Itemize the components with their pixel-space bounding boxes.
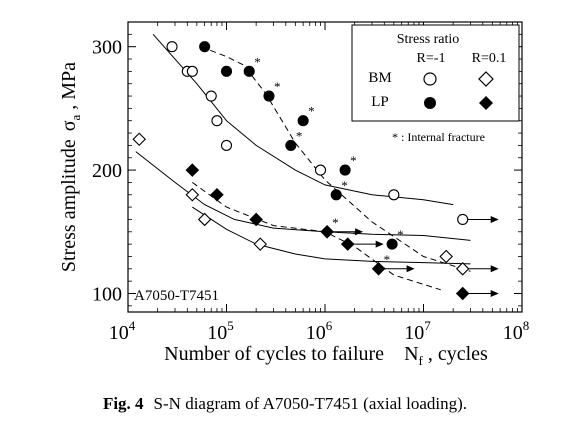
- x-axis-title-unit: , cycles: [423, 343, 488, 365]
- runout-arrow-head: [375, 240, 384, 248]
- x-tick-label: 106: [306, 318, 333, 344]
- data-point-circle: [199, 41, 211, 53]
- runout-arrow-head: [490, 265, 499, 273]
- data-point-diamond: [132, 132, 147, 147]
- data-point-circle: [220, 65, 233, 77]
- data-point-circle: [330, 189, 342, 201]
- legend-row-lp: LP: [371, 94, 389, 110]
- data-point-diamond: [185, 163, 200, 177]
- legend-marker-lp-r-0-1: [479, 96, 493, 110]
- y-axis-title-main: Stress amplitude: [58, 139, 80, 272]
- sn-fit-curve: [135, 151, 471, 241]
- internal-fracture-mark: *: [296, 128, 303, 143]
- runout-arrow-head: [406, 265, 415, 273]
- internal-fracture-mark: *: [384, 252, 391, 267]
- data-point-circle: [297, 115, 309, 127]
- y-axis-title: Stress amplitude σa , MPa: [58, 62, 83, 272]
- runout-arrow-head: [490, 215, 499, 223]
- data-point-circle: [285, 139, 297, 151]
- data-point-circle: [457, 213, 469, 225]
- internal-fracture-mark: *: [308, 104, 315, 119]
- data-point-diamond: [455, 262, 470, 276]
- runout-arrow-head: [490, 289, 499, 297]
- axis-ticks: 104 105 106 107 108 100 200 300: [92, 22, 529, 344]
- data-point-diamond: [210, 187, 224, 202]
- y-axis-title-symbol: σ: [58, 120, 80, 131]
- internal-fracture-mark: *: [332, 215, 339, 230]
- data-point-diamond: [253, 237, 268, 251]
- x-tick-label: 107: [404, 318, 431, 344]
- data-point-circle: [205, 90, 217, 102]
- y-tick-label: 200: [92, 160, 122, 182]
- data-point-circle: [314, 164, 327, 176]
- data-point-diamond: [439, 249, 453, 264]
- legend-marker-bm-r-0-1: [478, 71, 494, 87]
- x-axis-title-symbol: N: [404, 343, 418, 365]
- legend: Stress ratio R=-1 R=0.1 BM LP: [351, 24, 520, 122]
- figure-caption-text: S-N diagram of A7050-T7451 (axial loadin…: [153, 394, 468, 413]
- internal-fracture-mark: *: [397, 227, 404, 242]
- figure-number: Fig. 4: [102, 394, 144, 413]
- legend-marker-bm-r-minus1: [423, 72, 437, 86]
- x-tick-label: 105: [207, 318, 234, 344]
- data-point-diamond: [371, 262, 386, 276]
- internal-fracture-mark: *: [353, 227, 360, 242]
- data-point-circle: [186, 65, 198, 77]
- data-point-circle: [339, 164, 351, 176]
- x-tick-label: 108: [503, 318, 530, 344]
- data-point-diamond: [340, 237, 355, 251]
- data-point-circle: [166, 41, 178, 53]
- data-point-diamond: [197, 212, 212, 227]
- internal-fracture-mark: *: [274, 79, 281, 94]
- data-point-diamond: [185, 187, 200, 202]
- data-point-circle: [386, 238, 398, 250]
- legend-col-r-minus1: R=-1: [417, 51, 446, 66]
- internal-fracture-note: * : Internal fracture: [392, 130, 485, 144]
- data-point-diamond: [249, 212, 263, 227]
- sn-fit-curve: [192, 206, 471, 265]
- x-tick-label: 104: [109, 318, 136, 344]
- data-points: **********: [132, 41, 499, 301]
- x-axis-title: Number of cycles to failure Nf , cycles: [164, 343, 488, 368]
- x-axis-title-main: Number of cycles to failure: [164, 343, 384, 365]
- data-point-diamond: [455, 286, 470, 301]
- y-tick-label: 100: [92, 283, 122, 305]
- data-point-circle: [211, 115, 223, 127]
- legend-marker-lp-r-minus1: [424, 97, 436, 109]
- x-axis-title-subscript: f: [419, 353, 424, 368]
- figure-caption: Fig. 4 S-N diagram of A7050-T7451 (axial …: [0, 394, 570, 414]
- data-point-circle: [243, 65, 255, 77]
- y-axis-title-unit: , MPa: [58, 62, 80, 115]
- internal-fracture-mark: *: [254, 54, 261, 69]
- legend-title: Stress ratio: [397, 32, 460, 47]
- data-point-diamond: [320, 225, 334, 239]
- legend-row-bm: BM: [368, 70, 391, 86]
- data-point-circle: [220, 139, 233, 151]
- legend-col-r-0-1: R=0.1: [472, 51, 507, 66]
- material-label: A7050-T7451: [134, 288, 219, 304]
- y-axis-title-subscript: a: [68, 115, 83, 121]
- data-point-circle: [388, 189, 400, 201]
- data-point-circle: [263, 90, 275, 102]
- internal-fracture-mark: *: [350, 153, 357, 168]
- runout-arrow-head: [355, 228, 364, 236]
- y-tick-label: 300: [92, 37, 122, 59]
- internal-fracture-mark: *: [341, 178, 348, 193]
